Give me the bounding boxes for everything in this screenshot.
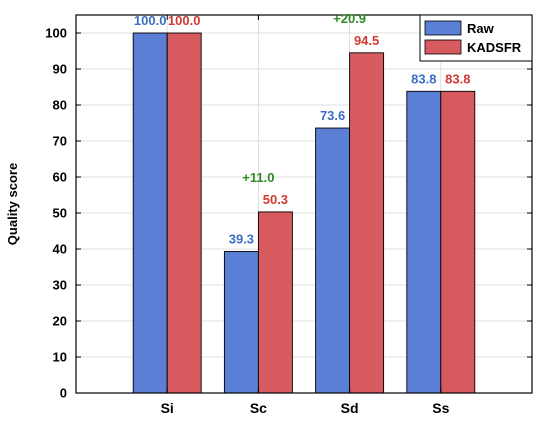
y-tick-label: 70: [53, 134, 67, 149]
x-tick-label-sd: Sd: [341, 400, 359, 416]
y-tick-label: 0: [60, 386, 67, 401]
legend-label-kadsfr: KADSFR: [467, 40, 522, 55]
bar-kadsfr-ss: [440, 90, 476, 394]
bar-raw-si: [132, 32, 168, 394]
y-tick-label: 10: [53, 350, 67, 365]
legend-label-raw: Raw: [467, 21, 495, 36]
legend: Raw KADSFR: [419, 14, 533, 62]
x-tick-label-sc: Sc: [250, 400, 267, 416]
y-tick-label: 90: [53, 62, 67, 77]
bar-raw-sc: [223, 251, 259, 394]
bar-raw-sd: [315, 127, 351, 394]
y-tick-label: 80: [53, 98, 67, 113]
y-tick-label: 50: [53, 206, 67, 221]
improvement-annotation: +20.9: [333, 11, 366, 26]
value-label-kadsfr: 94.5: [354, 33, 379, 48]
value-label-raw: 73.6: [320, 108, 345, 123]
bar-kadsfr-sd: [349, 52, 385, 394]
value-label-raw: 39.3: [229, 232, 254, 247]
legend-swatch-kadsfr: [424, 39, 462, 55]
legend-swatch-raw: [424, 20, 462, 36]
bar-kadsfr-sc: [257, 211, 293, 394]
value-label-kadsfr: 50.3: [263, 192, 288, 207]
y-tick-label: 20: [53, 314, 67, 329]
y-tick-label: 40: [53, 242, 67, 257]
bars: [132, 32, 476, 394]
improvement-annotation: +11.0: [242, 170, 274, 185]
y-tick-label: 30: [53, 278, 67, 293]
plot-frame: [75, 14, 533, 394]
y-tick-label: 60: [53, 170, 67, 185]
x-tick-label-si: Si: [161, 400, 174, 416]
value-label-kadsfr: 100.0: [168, 13, 201, 28]
y-axis-label: Quality score: [5, 163, 20, 245]
bar-raw-ss: [406, 90, 442, 394]
value-label-raw: 83.8: [411, 71, 436, 86]
y-tick-label: 100: [45, 26, 67, 41]
data-labels: 100.0 39.3 73.6 83.8 100.0 50.3 94.5 83.8 +11.0 +…: [134, 11, 471, 247]
axis-ticks: 0 10 20 30 40 50 60 70 80 90 100 Si Sc Sd Ss: [45, 15, 532, 416]
value-label-kadsfr: 83.8: [445, 71, 470, 86]
value-label-raw: 100.0: [134, 13, 167, 28]
x-tick-label-ss: Ss: [432, 400, 449, 416]
bar-kadsfr-si: [166, 32, 202, 394]
